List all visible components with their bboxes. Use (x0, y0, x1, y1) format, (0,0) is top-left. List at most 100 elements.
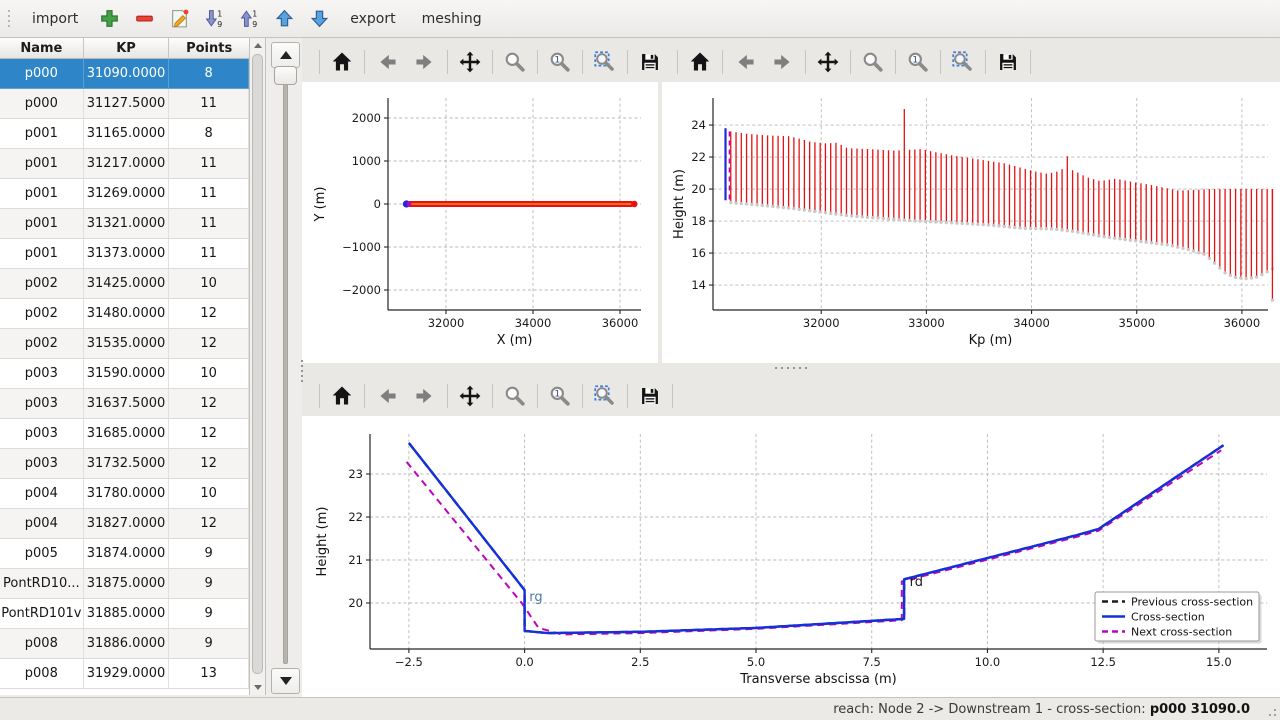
zoom-rect-button[interactable] (947, 46, 979, 78)
home-button[interactable] (326, 380, 358, 412)
zoom-rect-button[interactable] (589, 380, 621, 412)
back-button[interactable] (371, 380, 403, 412)
cell-kp[interactable]: 31875.0000 (84, 569, 170, 598)
cell-points[interactable]: 12 (169, 509, 249, 538)
save-button[interactable] (634, 380, 666, 412)
cell-name[interactable]: p001 (0, 149, 84, 178)
remove-button[interactable] (129, 4, 159, 34)
cell-points[interactable]: 12 (169, 419, 249, 448)
cell-name[interactable]: p001 (0, 209, 84, 238)
forward-button[interactable] (767, 46, 799, 78)
toolbar-grip[interactable] (8, 10, 10, 27)
cell-name[interactable]: p003 (0, 419, 84, 448)
horizontal-splitter[interactable] (302, 363, 1280, 372)
scroll-up-button[interactable] (251, 39, 264, 52)
back-button[interactable] (729, 46, 761, 78)
cell-kp[interactable]: 31165.0000 (84, 119, 170, 148)
import-button[interactable]: import (22, 6, 88, 32)
cell-points[interactable]: 12 (169, 389, 249, 418)
add-button[interactable] (94, 4, 124, 34)
cell-kp[interactable]: 31590.0000 (84, 359, 170, 388)
cell-kp[interactable]: 31637.5000 (84, 389, 170, 418)
scroll-down-button[interactable] (251, 681, 264, 694)
slider-handle[interactable] (274, 66, 297, 85)
cell-name[interactable]: p002 (0, 269, 84, 298)
cell-kp[interactable]: 31373.0000 (84, 239, 170, 268)
cell-points[interactable]: 8 (169, 59, 249, 88)
cell-kp[interactable]: 31127.5000 (84, 89, 170, 118)
table-row[interactable]: p001 31373.0000 11 (0, 239, 249, 269)
cell-kp[interactable]: 31780.0000 (84, 479, 170, 508)
zoom-button[interactable] (499, 46, 531, 78)
pan-button[interactable] (812, 46, 844, 78)
table-row[interactable]: p008 31929.0000 13 (0, 659, 249, 689)
cell-name[interactable]: p003 (0, 449, 84, 478)
cell-points[interactable]: 11 (169, 89, 249, 118)
zoom-rect-button[interactable] (589, 46, 621, 78)
cell-kp[interactable]: 31090.0000 (84, 59, 170, 88)
table-row[interactable]: p004 31827.0000 12 (0, 509, 249, 539)
column-header-kp[interactable]: KP (84, 38, 170, 58)
scrollbar-thumb[interactable] (252, 54, 263, 674)
cell-points[interactable]: 9 (169, 629, 249, 658)
table-row[interactable]: p003 31732.5000 12 (0, 449, 249, 479)
edit-button[interactable] (164, 4, 194, 34)
cross-section-plot-canvas[interactable]: −2.5 0.0 2.5 5.0 7.5 10.0 12.5 15.0 20 21 22 23 Tran… (302, 416, 1280, 703)
sort-ascending-button[interactable] (234, 4, 264, 34)
cell-points[interactable]: 12 (169, 299, 249, 328)
forward-button[interactable] (409, 46, 441, 78)
table-row[interactable]: p008 31886.0000 9 (0, 629, 249, 659)
cell-name[interactable]: p001 (0, 239, 84, 268)
xy-plot-canvas[interactable]: 32000 34000 36000 −2000 −1000 0 1000 2000 X (m) Y… (302, 82, 658, 363)
cell-name[interactable]: p004 (0, 509, 84, 538)
resize-grip[interactable] (1262, 702, 1276, 716)
cell-name[interactable]: p005 (0, 539, 84, 568)
move-down-button[interactable] (304, 4, 334, 34)
cell-name[interactable]: PontRD101v (0, 599, 84, 628)
cell-name[interactable]: p000 (0, 89, 84, 118)
zoom-one-button[interactable] (902, 46, 934, 78)
cell-kp[interactable]: 31685.0000 (84, 419, 170, 448)
cell-points[interactable]: 9 (169, 569, 249, 598)
zoom-one-button[interactable] (544, 380, 576, 412)
save-button[interactable] (992, 46, 1024, 78)
slider-down-button[interactable] (271, 668, 300, 694)
cell-kp[interactable]: 31827.0000 (84, 509, 170, 538)
cell-points[interactable]: 12 (169, 329, 249, 358)
zoom-button[interactable] (857, 46, 889, 78)
meshing-button[interactable]: meshing (412, 6, 492, 32)
cell-name[interactable]: p008 (0, 659, 84, 688)
cell-points[interactable]: 11 (169, 149, 249, 178)
column-header-points[interactable]: Points (186, 40, 233, 56)
forward-button[interactable] (409, 380, 441, 412)
table-row[interactable]: p002 31425.0000 10 (0, 269, 249, 299)
cell-kp[interactable]: 31732.5000 (84, 449, 170, 478)
cell-kp[interactable]: 31886.0000 (84, 629, 170, 658)
table-row[interactable]: PontRD10... 31875.0000 9 (0, 569, 249, 599)
cell-kp[interactable]: 31480.0000 (84, 299, 170, 328)
cell-kp[interactable]: 31929.0000 (84, 659, 170, 688)
vertical-splitter[interactable] (299, 358, 305, 384)
cell-kp[interactable]: 31885.0000 (84, 599, 170, 628)
zoom-one-button[interactable] (544, 46, 576, 78)
cell-points[interactable]: 13 (169, 659, 249, 688)
cell-kp[interactable]: 31269.0000 (84, 179, 170, 208)
home-button[interactable] (326, 46, 358, 78)
table-row[interactable]: p003 31637.5000 12 (0, 389, 249, 419)
zoom-button[interactable] (499, 380, 531, 412)
cell-points[interactable]: 8 (169, 119, 249, 148)
cell-points[interactable]: 10 (169, 269, 249, 298)
slider-up-button[interactable] (271, 42, 300, 68)
move-up-button[interactable] (269, 4, 299, 34)
home-button[interactable] (684, 46, 716, 78)
cell-name[interactable]: p002 (0, 329, 84, 358)
cell-kp[interactable]: 31321.0000 (84, 209, 170, 238)
cell-points[interactable]: 10 (169, 359, 249, 388)
cell-kp[interactable]: 31535.0000 (84, 329, 170, 358)
table-row[interactable]: p001 31165.0000 8 (0, 119, 249, 149)
slider-groove[interactable] (283, 70, 288, 664)
table-row[interactable]: p000 31090.0000 8 (0, 59, 249, 89)
cell-name[interactable]: p003 (0, 389, 84, 418)
cell-name[interactable]: p001 (0, 179, 84, 208)
table-row[interactable]: p004 31780.0000 10 (0, 479, 249, 509)
